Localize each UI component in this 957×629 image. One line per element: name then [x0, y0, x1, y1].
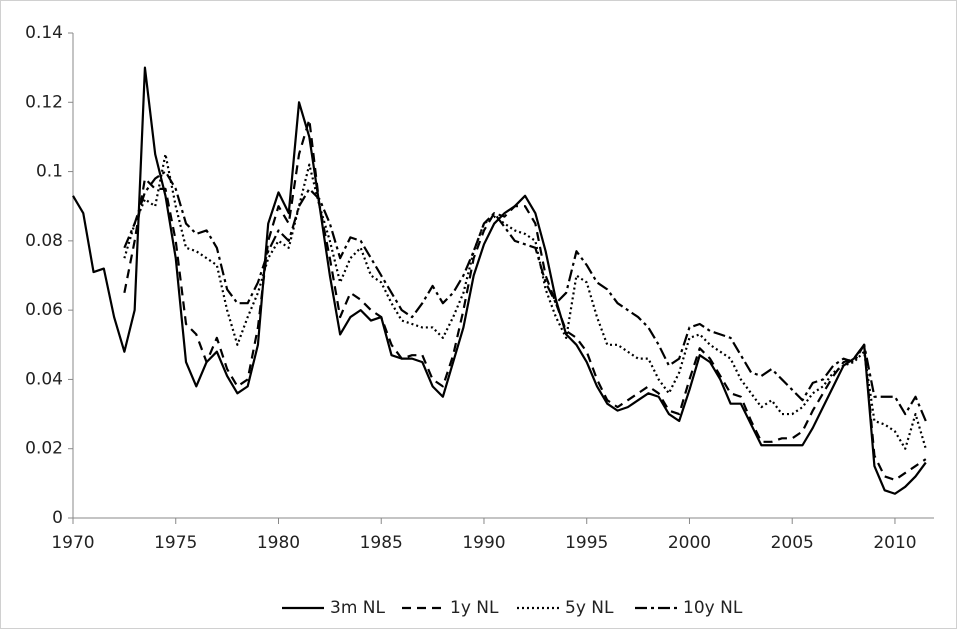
x-tick-label: 2005: [771, 533, 814, 553]
x-tick-label: 1970: [51, 533, 94, 553]
y-tick-label: 0.06: [25, 300, 63, 320]
y-tick-label: 0.1: [36, 162, 63, 182]
x-tick-label: 1980: [257, 533, 300, 553]
series-line: [123, 153, 927, 450]
legend-label: 3m NL: [330, 598, 385, 618]
series-line: [123, 170, 927, 422]
legend-label: 10y NL: [683, 598, 743, 618]
y-tick-label: 0.04: [25, 369, 63, 389]
x-tick-label: 2010: [873, 533, 916, 553]
x-tick-label: 2000: [668, 533, 711, 553]
y-tick-label: 0.02: [25, 439, 63, 459]
series-line: [123, 118, 927, 481]
y-tick-label: 0.14: [25, 23, 63, 43]
x-tick-label: 1995: [565, 533, 608, 553]
y-tick-label: 0.12: [25, 92, 63, 112]
x-tick-label: 1985: [360, 533, 403, 553]
y-tick-label: 0: [52, 508, 63, 528]
y-tick-label: 0.08: [25, 231, 63, 251]
x-tick-label: 1975: [154, 533, 197, 553]
x-tick-label: 1990: [462, 533, 505, 553]
legend-label: 1y NL: [450, 598, 499, 618]
legend-label: 5y NL: [565, 598, 614, 618]
